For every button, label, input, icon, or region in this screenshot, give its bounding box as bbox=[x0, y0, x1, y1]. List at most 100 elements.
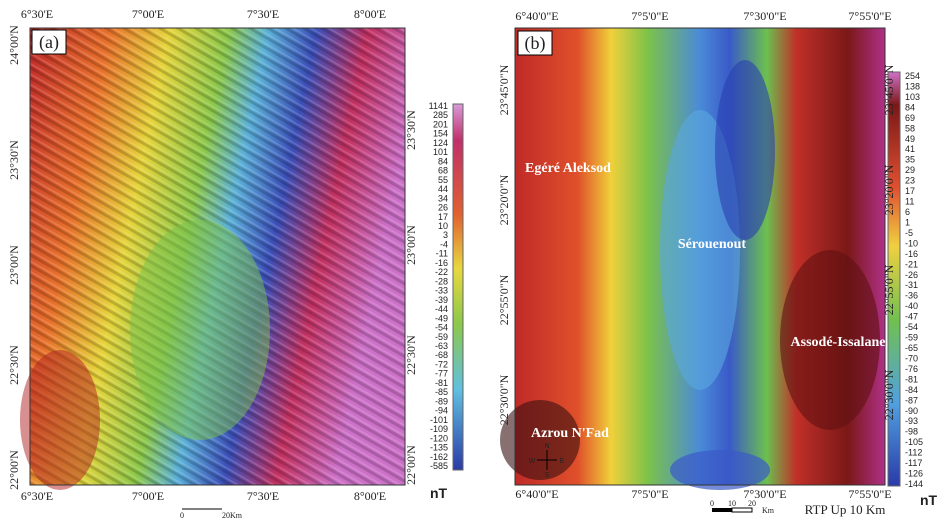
y-tick-label: 24°00'N bbox=[7, 25, 21, 65]
colorbar-label: -98 bbox=[905, 427, 918, 437]
compass-label: E bbox=[560, 458, 565, 465]
colorbar-label: -65 bbox=[905, 343, 918, 353]
y-tick-label: 23°45'0"N bbox=[882, 64, 896, 115]
y-tick-label: 22°30'N bbox=[7, 345, 21, 385]
map-region bbox=[715, 60, 775, 240]
map-region bbox=[20, 350, 100, 490]
colorbar-label: -81 bbox=[905, 374, 918, 384]
x-tick-label: 7°30'E bbox=[247, 7, 279, 21]
y-tick-label: 22°30'0"N bbox=[882, 369, 896, 420]
scale-label: 0 bbox=[180, 511, 184, 520]
x-tick-label: 7°30'E bbox=[247, 489, 279, 503]
y-tick-label: 23°00'N bbox=[7, 245, 21, 285]
compass-label: S bbox=[545, 472, 550, 479]
x-tick-label: 7°00'E bbox=[132, 7, 164, 21]
colorbar-label: -90 bbox=[905, 406, 918, 416]
colorbar-label: -126 bbox=[905, 469, 923, 479]
y-tick-label: 22°55'0"N bbox=[882, 264, 896, 315]
y-tick-label: 23°20'0"N bbox=[882, 164, 896, 215]
colorbar-label: 17 bbox=[905, 186, 915, 196]
y-tick-label: 23°00'N bbox=[404, 225, 418, 265]
colorbar-label: -36 bbox=[905, 291, 918, 301]
y-tick-label: 23°30'N bbox=[404, 110, 418, 150]
colorbar-label: 58 bbox=[905, 123, 915, 133]
figure: (a) nT 0 20Km (b) Egéré Aleksod Séroueno… bbox=[0, 0, 951, 520]
colorbar-label: 6 bbox=[905, 207, 910, 217]
panel-a: (a) nT 0 20Km bbox=[20, 28, 463, 520]
colorbar-label: 23 bbox=[905, 176, 915, 186]
colorbar-label: 138 bbox=[905, 81, 920, 91]
map-region bbox=[130, 220, 270, 440]
colorbar-label: -5 bbox=[905, 228, 913, 238]
place-label: Azrou N'Fad bbox=[531, 426, 609, 441]
x-tick-label: 7°00'E bbox=[132, 489, 164, 503]
colorbar-label: -112 bbox=[905, 448, 922, 458]
colorbar-label: 41 bbox=[905, 144, 915, 154]
scale-label: 20Km bbox=[222, 511, 243, 520]
colorbar-label: -585 bbox=[430, 461, 448, 471]
y-tick-label: 22°30'0"N bbox=[497, 374, 511, 425]
colorbar-label: -105 bbox=[905, 437, 923, 447]
x-tick-label: 7°30'0"E bbox=[743, 487, 786, 501]
colorbar-label: -76 bbox=[905, 364, 918, 374]
x-tick-label: 6°40'0"E bbox=[515, 487, 558, 501]
colorbar-label: 29 bbox=[905, 165, 915, 175]
colorbar-label: -54 bbox=[905, 322, 918, 332]
panel-label: (a) bbox=[39, 32, 59, 53]
colorbar-label: 35 bbox=[905, 155, 915, 165]
colorbar-label: -16 bbox=[905, 249, 918, 259]
colorbar-label: -59 bbox=[905, 333, 918, 343]
place-label: Assodé-Issalane bbox=[791, 335, 886, 350]
y-tick-label: 22°55'0"N bbox=[497, 274, 511, 325]
place-label: Egéré Aleksod bbox=[525, 161, 611, 176]
y-tick-label: 22°30'N bbox=[404, 335, 418, 375]
place-label: Sérouenout bbox=[678, 237, 747, 252]
colorbar-label: -21 bbox=[905, 259, 918, 269]
x-tick-label: 7°55'0"E bbox=[848, 487, 891, 501]
colorbar-label: 69 bbox=[905, 113, 915, 123]
colorbar-unit: nT bbox=[430, 485, 448, 501]
colorbar-label: -87 bbox=[905, 395, 918, 405]
colorbar-label: 49 bbox=[905, 134, 915, 144]
compass-label: W bbox=[529, 458, 536, 465]
scale-label: Km bbox=[762, 506, 775, 515]
colorbar-label: -117 bbox=[905, 458, 922, 468]
colorbar-label: -70 bbox=[905, 353, 918, 363]
scale-label: 10 bbox=[728, 499, 736, 508]
colorbar-label: -47 bbox=[905, 312, 918, 322]
y-tick-label: 22°00'N bbox=[7, 450, 21, 490]
colorbar bbox=[453, 104, 463, 470]
colorbar-label: -93 bbox=[905, 416, 918, 426]
x-tick-label: 8°00'E bbox=[354, 7, 386, 21]
x-tick-label: 6°30'E bbox=[21, 489, 53, 503]
x-tick-label: 7°5'0"E bbox=[631, 9, 668, 23]
caption: RTP Up 10 Km bbox=[805, 502, 886, 517]
y-tick-label: 23°20'0"N bbox=[497, 174, 511, 225]
map-region bbox=[670, 450, 770, 490]
colorbar-label: -84 bbox=[905, 385, 918, 395]
compass-label: N bbox=[544, 443, 549, 450]
x-tick-label: 6°40'0"E bbox=[515, 9, 558, 23]
colorbar-unit: nT bbox=[920, 492, 938, 508]
colorbar-label: -144 bbox=[905, 479, 923, 489]
y-tick-label: 23°45'0"N bbox=[497, 64, 511, 115]
colorbar-label: 1 bbox=[905, 217, 910, 227]
x-tick-label: 7°55'0"E bbox=[848, 9, 891, 23]
x-tick-label: 7°5'0"E bbox=[631, 487, 668, 501]
scale-bar bbox=[712, 508, 732, 512]
x-tick-label: 7°30'0"E bbox=[743, 9, 786, 23]
scale-bar bbox=[732, 508, 752, 512]
colorbar-label: 103 bbox=[905, 92, 920, 102]
colorbar-label: -26 bbox=[905, 270, 918, 280]
colorbar-label: -10 bbox=[905, 238, 918, 248]
panel-label: (b) bbox=[525, 33, 546, 54]
panel-b: (b) Egéré Aleksod Sérouenout Assodé-Issa… bbox=[500, 28, 938, 517]
x-tick-label: 6°30'E bbox=[21, 7, 53, 21]
y-tick-label: 23°30'N bbox=[7, 140, 21, 180]
y-tick-label: 22°00'N bbox=[404, 445, 418, 485]
colorbar-label: -31 bbox=[905, 280, 918, 290]
x-tick-label: 8°00'E bbox=[354, 489, 386, 503]
colorbar-label: 84 bbox=[905, 102, 915, 112]
colorbar-label: 254 bbox=[905, 71, 920, 81]
colorbar-label: 11 bbox=[905, 197, 914, 207]
